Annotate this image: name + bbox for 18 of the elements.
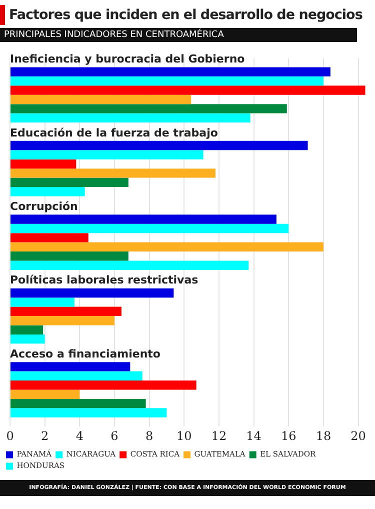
x-tick-label: 14 xyxy=(246,428,262,443)
y-tick-label: Corrupción xyxy=(10,200,78,214)
chart-title: Factores que inciden en el desarrollo de negocios xyxy=(9,7,362,23)
chart-subtitle: PRINCIPALES INDICADORES EN CENTROAMÉRICA xyxy=(0,28,357,42)
x-tick-label: 2 xyxy=(41,428,49,443)
x-tick-label: 18 xyxy=(316,428,332,443)
x-tick-label: 6 xyxy=(110,428,118,443)
x-tick-label: 0 xyxy=(6,428,14,443)
x-tick-label: 16 xyxy=(280,428,296,443)
y-tick-label: Ineficiencia y burocracia del Gobierno xyxy=(10,52,246,66)
x-tick-label: 4 xyxy=(76,428,84,443)
y-tick-label: Acceso a financiamiento xyxy=(10,347,161,360)
y-tick-label: Políticas laborales restrictivas xyxy=(10,274,199,287)
x-tick-label: 20 xyxy=(350,428,366,443)
y-tick-label: Educación de la fuerza de trabajo xyxy=(10,126,218,140)
x-tick-label: 8 xyxy=(145,428,154,443)
x-tick-label: 10 xyxy=(176,428,192,443)
x-tick-label: 12 xyxy=(211,428,227,443)
